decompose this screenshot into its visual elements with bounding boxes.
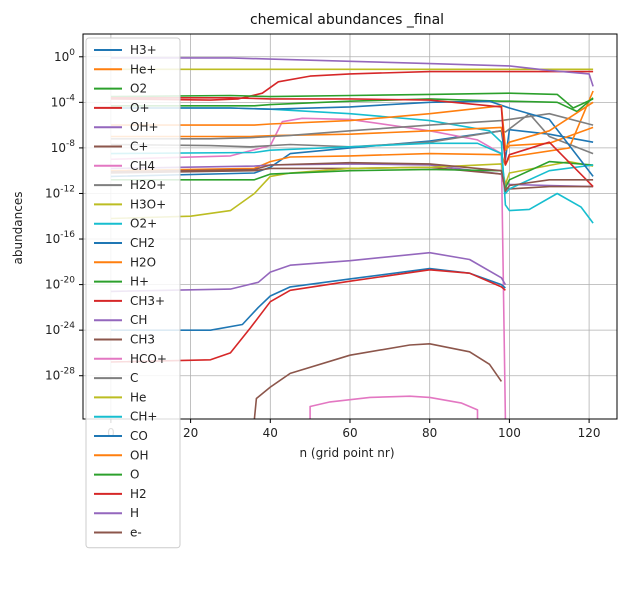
series-line-H2 <box>110 97 594 188</box>
series-line-O+ <box>110 70 594 101</box>
series-line-CH <box>110 251 507 293</box>
legend-entry: He+ <box>130 62 156 76</box>
series-line-H <box>110 57 594 87</box>
series-line-C <box>110 112 594 140</box>
chart-title: chemical abundances _final <box>250 12 444 28</box>
x-tick-label: 40 <box>263 426 278 440</box>
legend-entry: O2+ <box>130 217 157 231</box>
legend-entry: H2O+ <box>130 178 166 192</box>
x-tick-label: 80 <box>422 426 437 440</box>
legend-entry: OH+ <box>130 120 159 134</box>
series-line-O2 <box>110 97 594 113</box>
x-tick-label: 120 <box>578 426 601 440</box>
legend-entry: CH3 <box>130 333 155 347</box>
series-line-H2O <box>110 126 594 151</box>
legend-entry: HCO+ <box>130 352 167 366</box>
series-line-CH3+ <box>110 269 506 363</box>
series-line-O <box>110 92 594 109</box>
legend-entry: CH4 <box>130 159 155 173</box>
series-line-H+ <box>110 160 594 189</box>
series-line-CH4 <box>110 117 507 419</box>
series-line-He+ <box>110 90 594 172</box>
series-line-H3O+ <box>110 160 594 220</box>
series-lines <box>110 57 594 419</box>
x-tick-label: 60 <box>342 426 357 440</box>
legend-entry: CH+ <box>130 410 157 424</box>
legend-entry: H+ <box>130 275 149 289</box>
legend-entry: H3+ <box>130 43 157 57</box>
legend-entry: CH3+ <box>130 294 165 308</box>
legend-entry: CH2 <box>130 236 155 250</box>
series-line-CO <box>110 100 594 177</box>
series-line-OH <box>110 101 594 149</box>
legend-entry: O+ <box>130 101 150 115</box>
x-tick-label: 100 <box>498 426 521 440</box>
legend-entry: CH <box>130 313 147 327</box>
series-line-HCO+ <box>309 395 479 419</box>
legend-entry: C <box>130 371 138 385</box>
x-tick-label: 20 <box>183 426 198 440</box>
legend: H3+He+O2O+OH+C+CH4H2O+H3O+O2+CH2H2OH+CH3… <box>85 37 181 549</box>
y-axis-label: abundances <box>11 192 25 265</box>
legend-entry: H <box>130 506 139 520</box>
legend-entry: e- <box>130 526 142 540</box>
legend-entry: OH <box>130 448 148 462</box>
legend-entry: O2 <box>130 82 147 96</box>
x-axis-label: n (grid point nr) <box>299 446 394 460</box>
legend-entry: H2O <box>130 255 156 269</box>
series-line-e- <box>110 161 594 192</box>
legend-entry: O <box>130 468 139 482</box>
legend-entry: C+ <box>130 140 148 154</box>
legend-entry: He <box>130 390 146 404</box>
legend-entry: H3O+ <box>130 197 166 211</box>
legend-entry: CO <box>130 429 148 443</box>
series-line-CH3 <box>253 343 503 419</box>
series-line-H2O+ <box>110 112 594 155</box>
legend-entry: H2 <box>130 487 147 501</box>
